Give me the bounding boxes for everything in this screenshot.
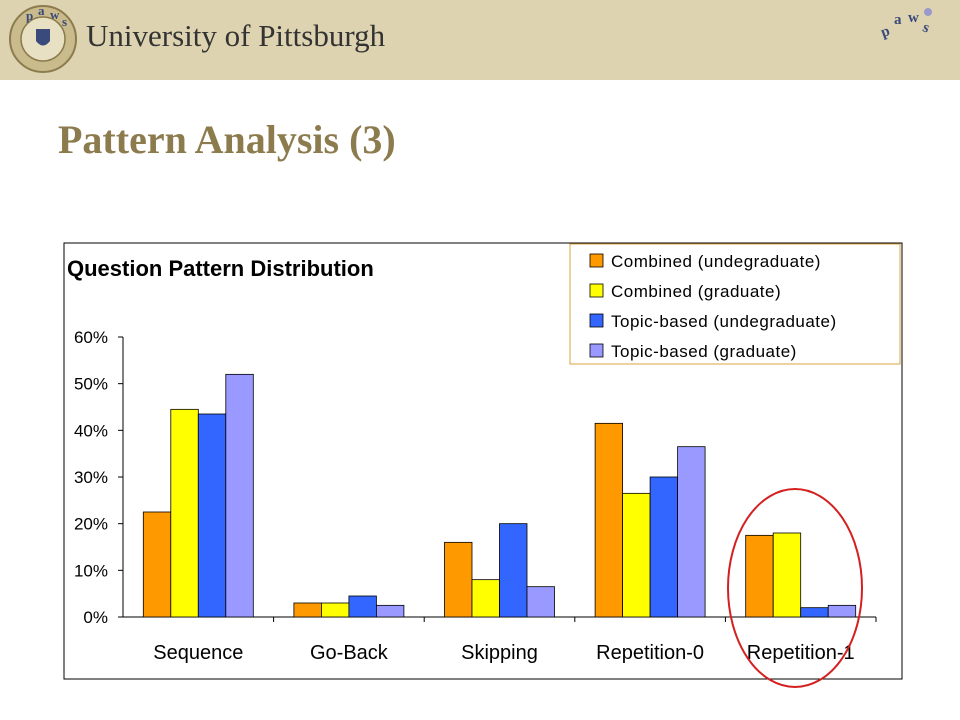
- y-tick-label: 20%: [74, 515, 108, 534]
- bar-1-sequence: [142, 511, 172, 618]
- legend-swatch: [589, 253, 604, 268]
- legend-swatch: [589, 343, 604, 358]
- y-tick-label: 30%: [74, 468, 108, 487]
- legend: [569, 243, 901, 365]
- bar-4-skipping: [526, 586, 555, 618]
- legend-label: Combined (graduate): [611, 282, 781, 301]
- x-tick-label: Skipping: [461, 642, 538, 664]
- bar-2-repetition-0: [622, 492, 651, 618]
- svg-text:a: a: [894, 12, 902, 28]
- university-seal-icon: p a w s: [9, 3, 77, 73]
- svg-text:s: s: [920, 19, 931, 36]
- university-name: University of Pittsburgh: [86, 18, 386, 53]
- bar-2-skipping: [471, 579, 500, 618]
- legend-label: Topic-based (graduate): [611, 342, 797, 361]
- highlight-circle: [727, 488, 863, 688]
- bar-4-repetition-0: [677, 446, 706, 618]
- svg-text:a: a: [38, 3, 45, 18]
- svg-text:p: p: [26, 8, 33, 23]
- bar-4-repetition-1: [827, 604, 857, 618]
- y-tick-label: 60%: [74, 328, 108, 347]
- legend-label: Combined (undegraduate): [611, 252, 821, 271]
- bar-3-skipping: [499, 523, 528, 618]
- x-tick-label: Go-Back: [310, 642, 389, 664]
- bar-1-skipping: [444, 541, 473, 618]
- legend-swatch: [589, 283, 604, 298]
- bar-1-repetition-0: [594, 422, 623, 618]
- x-tick-label: Repetition-1: [747, 642, 855, 664]
- bar-1-go-back: [293, 602, 322, 618]
- header-band: [0, 0, 960, 80]
- bar-4-sequence: [225, 373, 254, 618]
- bar-2-sequence: [170, 408, 199, 618]
- y-tick-label: 10%: [74, 561, 108, 580]
- bar-3-repetition-1: [800, 607, 829, 618]
- bar-3-go-back: [348, 595, 377, 618]
- paws-logo-icon: p a w s: [879, 8, 932, 41]
- y-tick-label: 50%: [74, 375, 108, 394]
- svg-text:w: w: [908, 10, 919, 26]
- bar-2-go-back: [320, 602, 350, 618]
- legend-swatch: [589, 313, 604, 328]
- svg-text:s: s: [62, 14, 67, 29]
- bar-3-sequence: [197, 413, 227, 618]
- x-tick-label: Sequence: [153, 642, 243, 664]
- chart-title: Question Pattern Distribution: [67, 256, 374, 281]
- bar-3-repetition-0: [649, 476, 678, 618]
- svg-text:w: w: [50, 7, 60, 22]
- bar-1-repetition-1: [745, 534, 774, 618]
- slide-title: Pattern Analysis (3): [58, 117, 396, 162]
- x-tick-label: Repetition-0: [596, 642, 704, 664]
- bar-4-go-back: [375, 604, 405, 618]
- y-tick-label: 40%: [74, 421, 108, 440]
- bar-2-repetition-1: [772, 532, 802, 618]
- y-tick-label: 0%: [83, 608, 108, 627]
- legend-label: Topic-based (undegraduate): [611, 312, 837, 331]
